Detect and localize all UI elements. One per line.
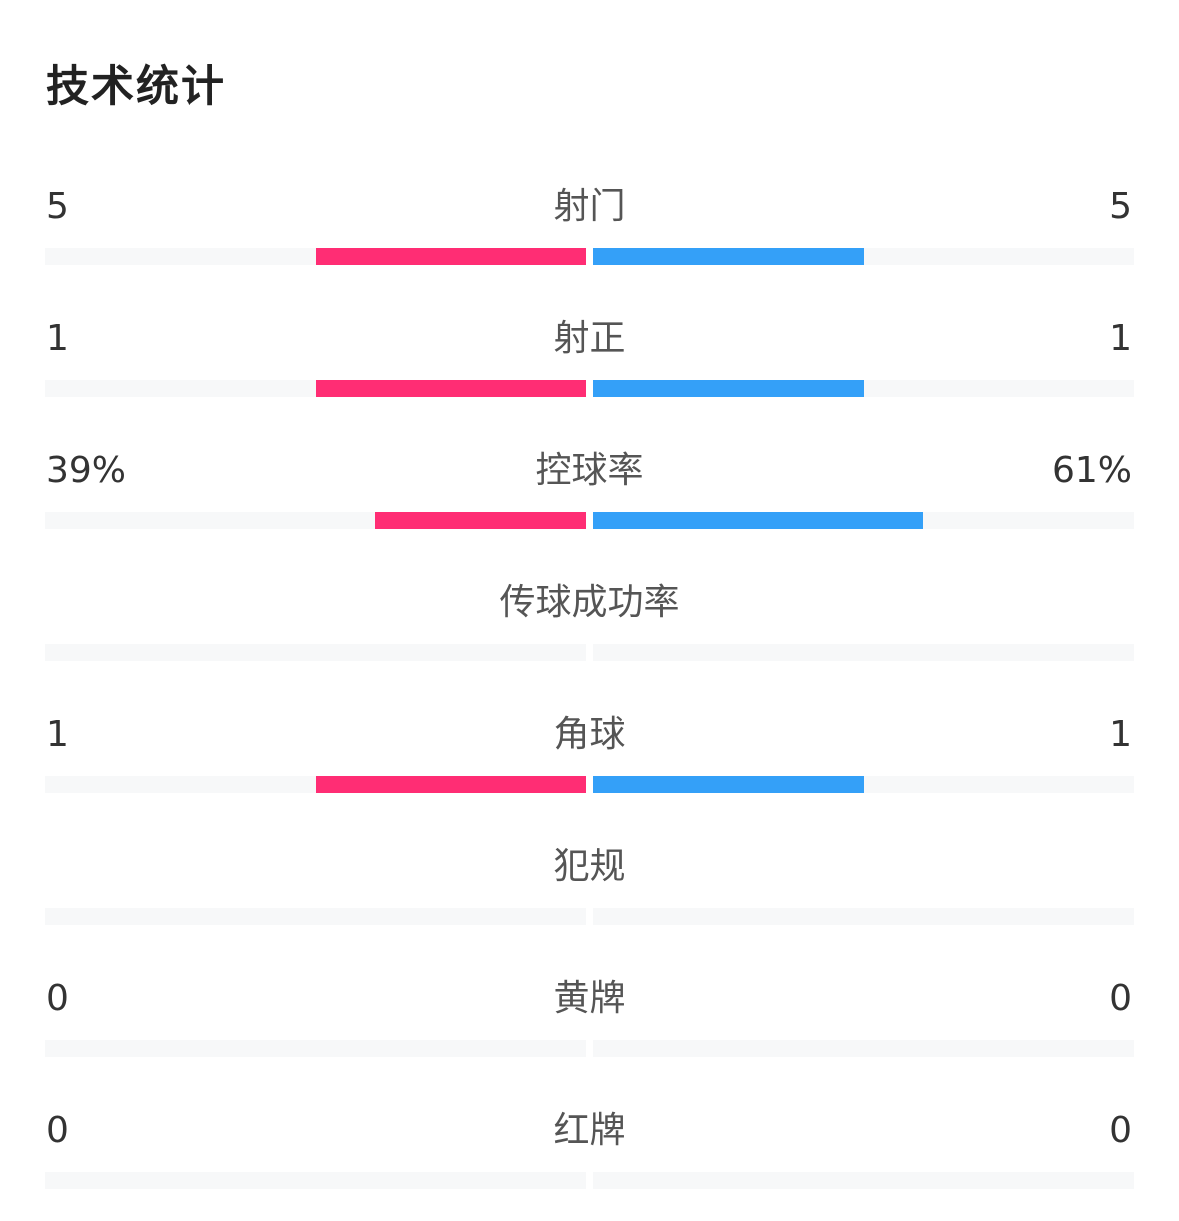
away-bar-track [593,380,1134,397]
away-bar-track [593,776,1134,793]
away-bar-track [593,1040,1134,1057]
home-bar-track [45,644,586,661]
home-bar-fill [375,512,586,529]
away-value: 1 [1109,318,1132,359]
away-bar-fill [593,380,864,397]
home-bar-fill [315,248,586,265]
home-value: 0 [46,1110,69,1151]
away-bar-fill [593,776,864,793]
stat-label: 红牌 [553,1110,626,1151]
stat-label: 黄牌 [553,978,626,1019]
away-value: 0 [1109,1110,1132,1151]
away-bar-track [593,512,1134,529]
stat-row: 1 角球 1 [45,710,1134,800]
stat-row: 0 红牌 0 [45,1106,1134,1196]
home-value: 1 [46,714,69,755]
away-bar-fill [593,512,923,529]
home-bar-track [45,248,586,265]
home-bar-fill [315,776,586,793]
away-bar-track [593,1172,1134,1189]
stat-label: 射正 [553,318,626,359]
away-value: 1 [1109,714,1132,755]
home-bar-track [45,908,586,925]
stat-label: 犯规 [553,846,626,887]
home-value: 5 [46,186,69,227]
home-bar-fill [315,380,586,397]
home-bar-track [45,1172,586,1189]
stat-label: 传球成功率 [499,582,680,623]
stat-row: 0 黄牌 0 [45,974,1134,1064]
home-bar-track [45,380,586,397]
home-value: 39% [46,450,127,491]
home-bar-track [45,1040,586,1057]
away-bar-track [593,644,1134,661]
home-value: 0 [46,978,69,1019]
away-bar-fill [593,248,864,265]
stat-row: 5 射门 5 [45,182,1134,272]
stat-row: 传球成功率 [45,578,1134,668]
stat-label: 角球 [553,714,626,755]
home-bar-track [45,776,586,793]
page-title: 技术统计 [46,62,226,112]
away-value: 0 [1109,978,1132,1019]
stat-row: 39% 控球率 61% [45,446,1134,536]
stat-row: 1 射正 1 [45,314,1134,404]
away-value: 5 [1109,186,1132,227]
away-bar-track [593,908,1134,925]
home-bar-track [45,512,586,529]
stat-label: 控球率 [535,450,644,491]
home-value: 1 [46,318,69,359]
away-bar-track [593,248,1134,265]
away-value: 61% [1051,450,1132,491]
stat-label: 射门 [553,186,626,227]
stat-row: 犯规 [45,842,1134,932]
